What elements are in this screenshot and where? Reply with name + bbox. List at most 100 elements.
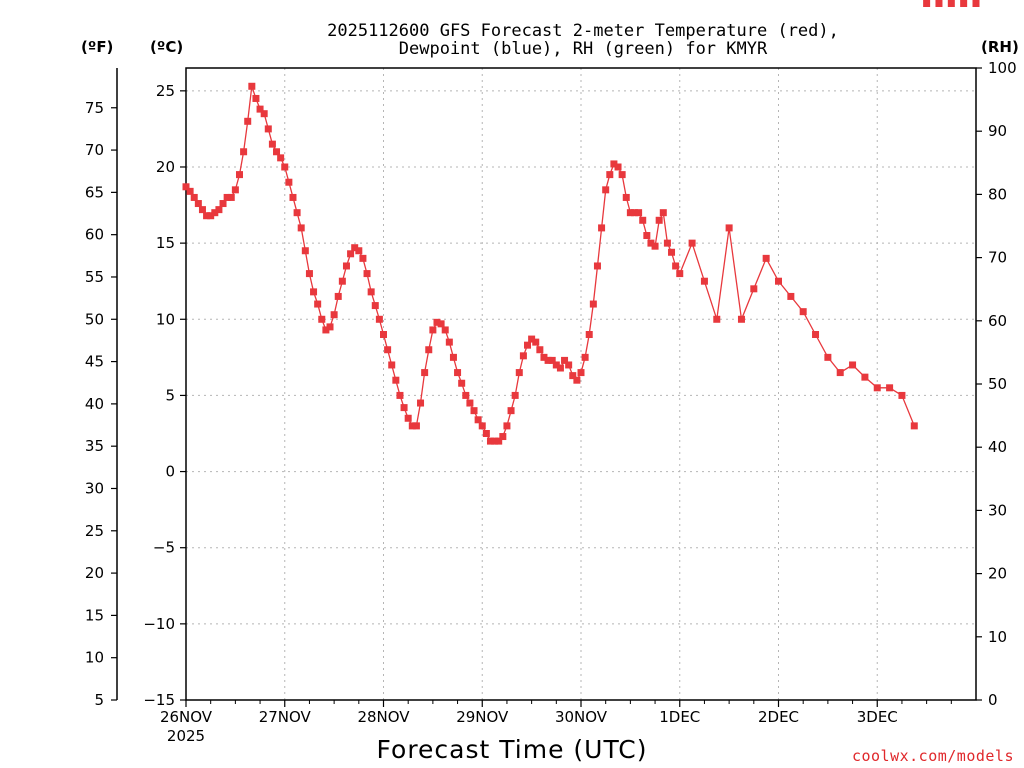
temperature-point (482, 429, 490, 437)
temperature-point (626, 209, 634, 217)
time-tick-label: 3DEC (857, 708, 898, 726)
celsius-ticks: −15 −10 −5 0 5 10 15 20 25 (143, 82, 186, 709)
time-tick-label: 26NOV (160, 708, 213, 726)
temperature-point (639, 216, 647, 224)
fahrenheit-tick-label: 55 (85, 268, 104, 286)
time-tick-label: 1DEC (659, 708, 700, 726)
celsius-tick-label: −10 (143, 615, 175, 633)
time-tick-label: 29NOV (456, 708, 509, 726)
temperature-point (384, 346, 392, 354)
temperature-point (305, 270, 313, 278)
temperature-point (400, 404, 408, 412)
rh-tick-label: 10 (988, 628, 1007, 646)
temperature-point (577, 369, 585, 377)
rh-tick-label: 40 (988, 438, 1007, 456)
axes (116, 67, 977, 701)
temperature-point (886, 384, 894, 392)
temperature-point (495, 437, 503, 445)
fahrenheit-tick-label: 60 (85, 226, 104, 244)
temperature-point (647, 239, 655, 247)
temperature-point (293, 209, 301, 217)
fahrenheit-tick-label: 45 (85, 353, 104, 371)
temperature-point (585, 331, 593, 339)
time-tick-year: 2025 (167, 727, 205, 745)
temperature-point (536, 346, 544, 354)
temperature-point (301, 247, 309, 255)
temperature-point (375, 315, 383, 323)
temperature-point (412, 422, 420, 430)
temperature-point (421, 369, 429, 377)
celsius-tick-label: 25 (156, 82, 175, 100)
temperature-point (861, 373, 869, 381)
temperature-point (478, 422, 486, 430)
rh-tick-label: 30 (988, 501, 1007, 519)
rh-tick-label: 50 (988, 375, 1007, 393)
temperature-point (622, 193, 630, 201)
time-tick-label: 2DEC (758, 708, 799, 726)
temperature-point (425, 346, 433, 354)
temperature-point (334, 292, 342, 300)
temperature-point (762, 254, 770, 262)
temperature-point (630, 209, 638, 217)
temperature-point (519, 352, 527, 360)
temperature-point (231, 186, 239, 194)
time-tick-label: 27NOV (259, 708, 312, 726)
temperature-point (581, 353, 589, 361)
temperature-point (388, 361, 396, 369)
fahrenheit-tick-label: 50 (85, 310, 104, 328)
temperature-point (688, 239, 696, 247)
temperature-point (359, 254, 367, 262)
temperature-point (219, 200, 227, 208)
temperature-point (659, 209, 667, 217)
fahrenheit-tick-label: 15 (85, 606, 104, 624)
temperature-point (244, 117, 252, 125)
temperature-point (598, 224, 606, 232)
temperature-point (318, 315, 326, 323)
temperature-point (260, 110, 268, 118)
time-tick-label: 30NOV (555, 708, 608, 726)
celsius-tick-label: 15 (156, 234, 175, 252)
temperature-point (544, 356, 552, 364)
temperature-point (347, 250, 355, 258)
rh-tick-label: 70 (988, 249, 1007, 267)
temperature-point (593, 262, 601, 270)
temperature-point (454, 369, 462, 377)
chart-title-line-2: Dewpoint (blue), RH (green) for KMYR (399, 39, 768, 59)
temperature-point (750, 285, 758, 293)
fahrenheit-tick-label: 30 (85, 479, 104, 497)
temperature-point (314, 300, 322, 308)
temperature-point (668, 248, 676, 256)
temperature-point (458, 379, 466, 387)
temperature-point (812, 331, 820, 339)
temperature-point (618, 171, 626, 179)
temperature-point (635, 209, 643, 217)
temperature-point (392, 376, 400, 384)
temperature-point (285, 178, 293, 186)
plot-frame (185, 67, 977, 701)
temperature-point (441, 326, 449, 334)
temperature-point (935, 0, 943, 7)
temperature-point (972, 0, 980, 7)
temperature-point (310, 288, 318, 296)
temperature-point (256, 105, 264, 113)
temperature-point (836, 369, 844, 377)
fahrenheit-tick-label: 35 (85, 437, 104, 455)
temperature-point (281, 163, 289, 171)
temperature-point (351, 244, 359, 252)
temperature-point (960, 0, 968, 7)
temperature-point (194, 200, 202, 208)
temperature-point (433, 318, 441, 326)
fahrenheit-tick-label: 20 (85, 564, 104, 582)
x-axis-label: Forecast Time (UTC) (377, 735, 648, 764)
temperature-point (203, 212, 211, 220)
fahrenheit-axis-unit: (ºF) (81, 38, 113, 56)
temperature-point (561, 356, 569, 364)
temperature-point (396, 391, 404, 399)
fahrenheit-tick-label: 5 (94, 691, 104, 709)
temperature-point (524, 341, 532, 349)
temperature-point (824, 353, 832, 361)
temperature-point (573, 376, 581, 384)
temperature-point (787, 292, 795, 300)
temperature-point (268, 140, 276, 148)
fahrenheit-tick-label: 25 (85, 522, 104, 540)
